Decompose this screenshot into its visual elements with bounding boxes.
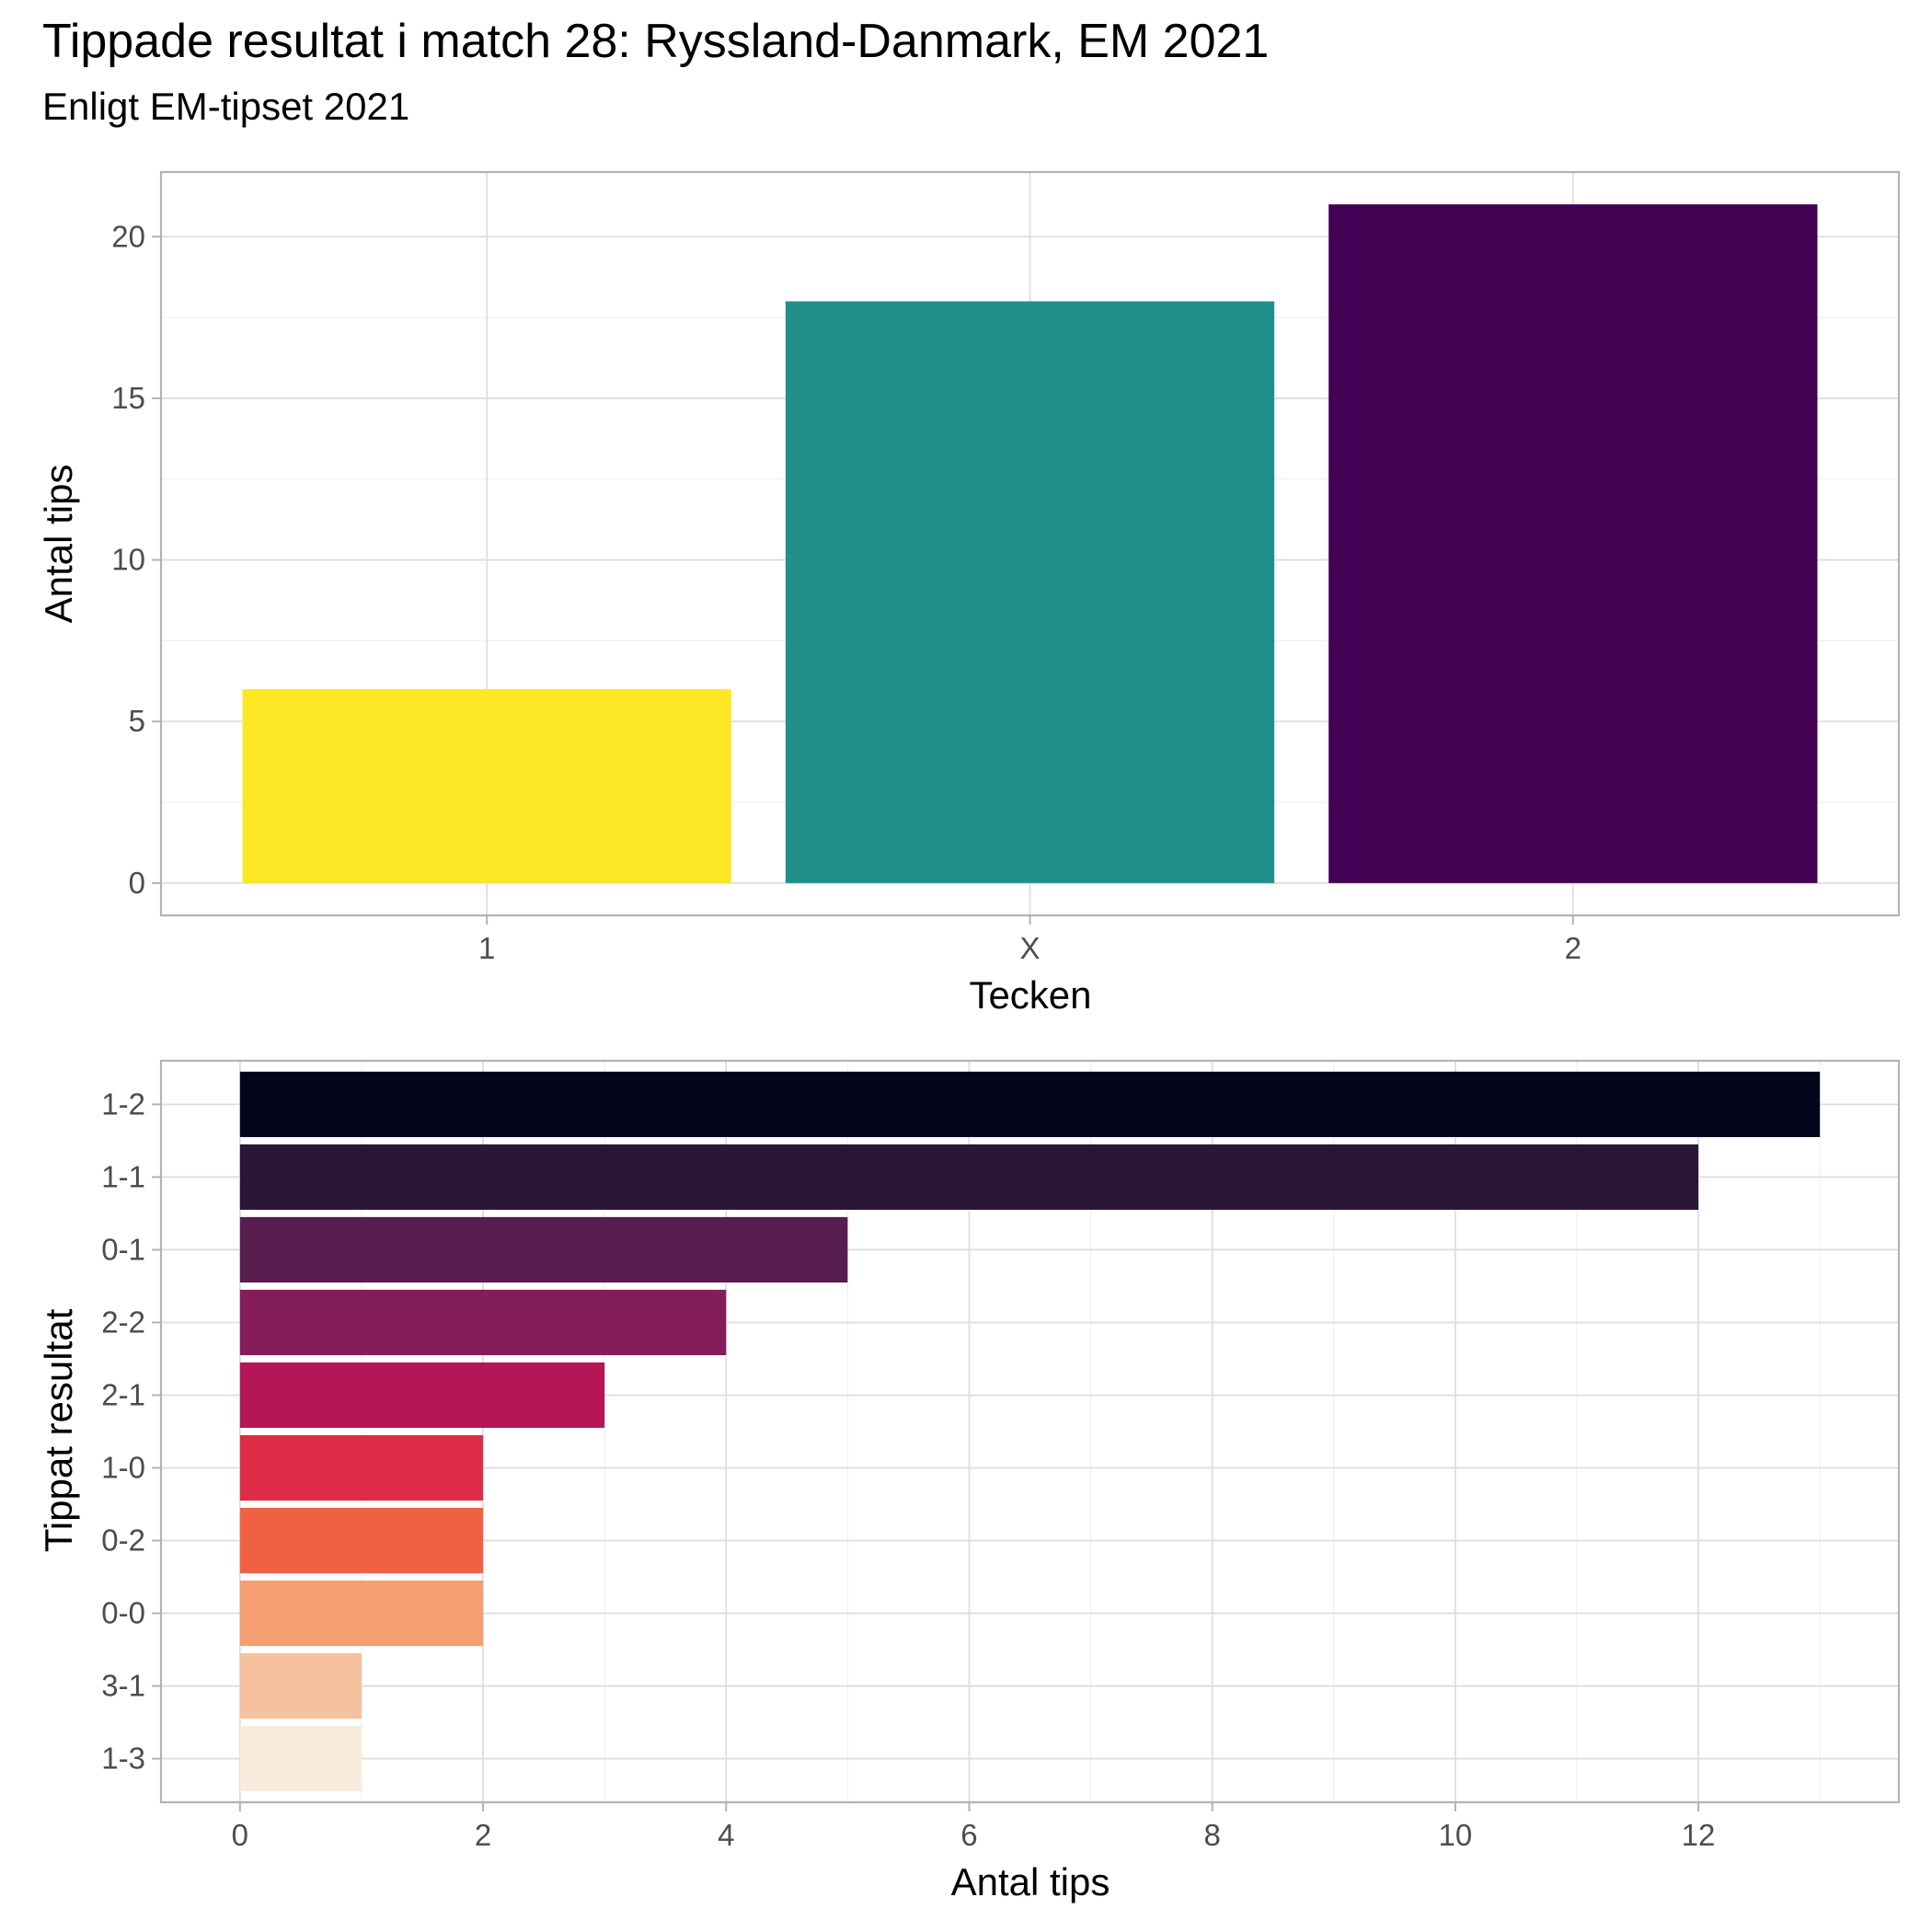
bar-2-1 [239, 1362, 605, 1429]
bar-0-0 [239, 1580, 484, 1647]
bottom-chart-x-tick-label: 4 [718, 1818, 734, 1852]
bottom-chart-x-tick-label: 10 [1438, 1818, 1472, 1852]
bar-2 [1328, 204, 1818, 883]
bar-x [785, 301, 1275, 883]
bottom-chart-x-tick-label: 12 [1682, 1818, 1716, 1852]
top-chart-y-tick-label: 0 [129, 866, 145, 900]
top-chart-bars [242, 204, 1818, 883]
top-chart-x-axis-title: Tecken [969, 973, 1091, 1017]
chart-title: Tippade resultat i match 28: Ryssland-Da… [42, 15, 1269, 68]
bottom-chart-x-tick-label: 6 [960, 1818, 977, 1852]
bottom-chart-y-tick-label: 0-0 [101, 1596, 145, 1630]
bar-1-3 [239, 1726, 362, 1792]
top-chart-x-tick-label: 1 [478, 931, 495, 965]
bottom-chart-panel-border [159, 1059, 1901, 1804]
bar-1-1 [239, 1144, 1699, 1210]
bar-3-1 [239, 1653, 362, 1719]
bottom-chart-y-tick-label: 1-1 [101, 1159, 145, 1193]
top-chart-x-tick-label: 2 [1565, 931, 1581, 965]
bottom-chart-x-axis-title: Antal tips [951, 1860, 1110, 1903]
bottom-chart-y-tick-label: 0-2 [101, 1524, 145, 1558]
top-chart-y-axis-title: Antal tips [37, 465, 80, 624]
top-chart-y-tick-label: 5 [129, 704, 145, 738]
top-chart-y-tick-label: 20 [111, 219, 145, 253]
bar-0-2 [239, 1507, 484, 1574]
bottom-chart-y-tick-label: 1-2 [101, 1087, 145, 1121]
bottom-chart-x-ticks: 0 2 4 6 8 10 12 [232, 1802, 1716, 1852]
bar-2-2 [239, 1289, 727, 1356]
top-chart-y-tick-label: 10 [111, 543, 145, 577]
bottom-chart-x-tick-label: 2 [475, 1818, 491, 1852]
top-bar-chart: 0 5 10 15 20 1 X 2 Tecken Antal tips [37, 170, 1901, 1017]
top-chart-y-ticks: 0 5 10 15 20 [111, 219, 161, 900]
bottom-chart-x-tick-label: 8 [1203, 1818, 1220, 1852]
bottom-chart-y-tick-label: 1-3 [101, 1742, 145, 1776]
bottom-bar-chart: 1-2 1-1 0-1 2-2 2-1 1-0 0-2 0-0 3-1 1-3 0 2 4 6 8 10 12… [37, 1059, 1901, 1903]
bottom-chart-bars [239, 1071, 1821, 1792]
top-chart-y-tick-label: 15 [111, 381, 145, 415]
bar-1-2 [239, 1071, 1821, 1137]
bar-1-0 [239, 1434, 484, 1501]
bar-1 [242, 689, 731, 883]
bottom-chart-y-ticks: 1-2 1-1 0-1 2-2 2-1 1-0 0-2 0-0 3-1 1-3 [101, 1087, 161, 1776]
bar-0-1 [239, 1216, 848, 1283]
top-chart-x-tick-label: X [1019, 931, 1040, 965]
bottom-chart-y-tick-label: 2-1 [101, 1377, 145, 1411]
top-chart-x-ticks: 1 X 2 [478, 915, 1581, 965]
bottom-chart-y-tick-label: 2-2 [101, 1305, 145, 1339]
bottom-chart-y-axis-title: Tippat resultat [37, 1308, 80, 1552]
bottom-chart-y-tick-label: 3-1 [101, 1669, 145, 1703]
chart-subtitle: Enligt EM-tipset 2021 [42, 85, 409, 128]
bottom-chart-y-tick-label: 1-0 [101, 1451, 145, 1485]
bottom-chart-x-tick-label: 0 [232, 1818, 248, 1852]
bottom-chart-y-tick-label: 0-1 [101, 1232, 145, 1266]
